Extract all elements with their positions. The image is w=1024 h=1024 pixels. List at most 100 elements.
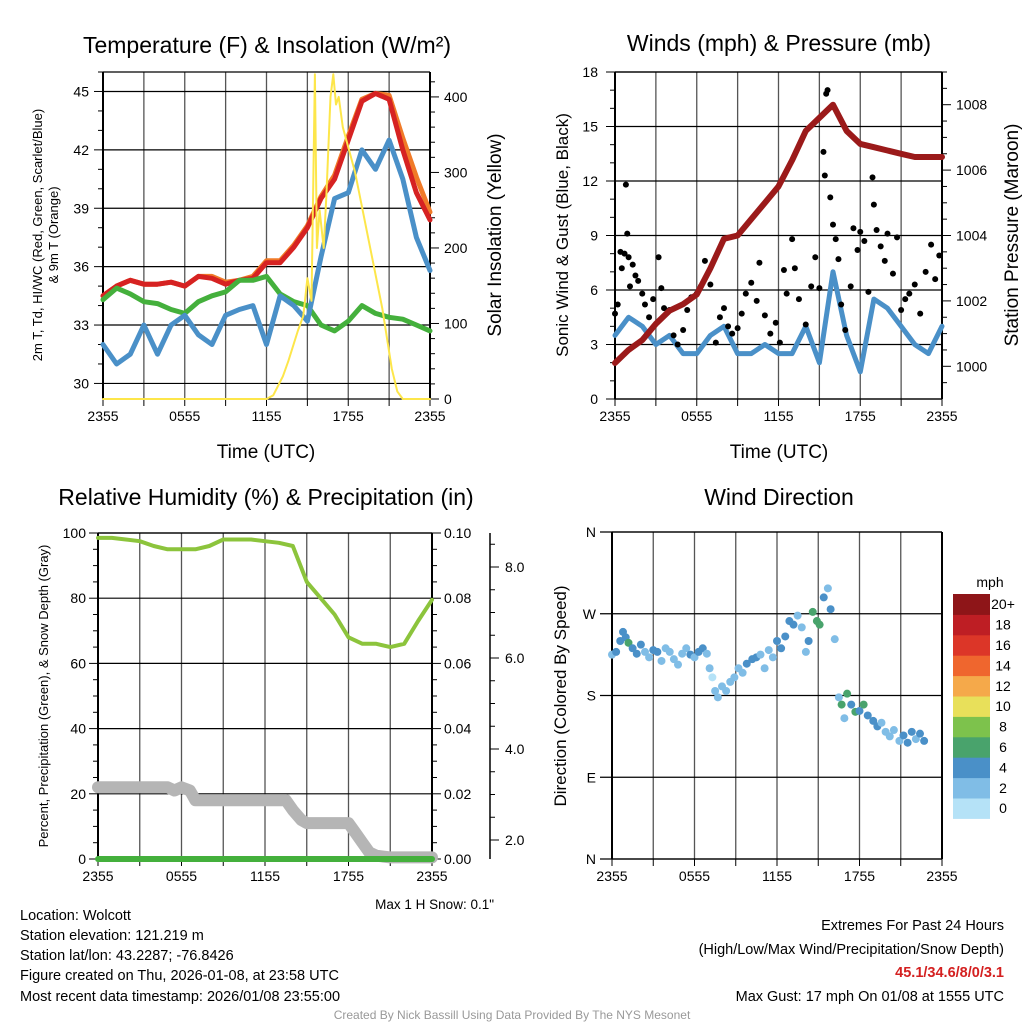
wind-direction-point	[760, 664, 769, 673]
colorbar-label: 14	[995, 657, 1011, 673]
gust-point	[761, 312, 768, 319]
gust-point	[808, 283, 815, 290]
wind-direction-point	[830, 635, 839, 644]
gust-point	[639, 290, 646, 297]
x-tick-label: 0555	[679, 868, 710, 884]
extremes-legend: (High/Low/Max Wind/Precipitation/Snow De…	[699, 942, 1004, 958]
gust-point	[795, 296, 802, 303]
wind-direction-point	[920, 736, 929, 745]
colorbar-bin	[953, 696, 990, 717]
wind-direction-point	[895, 736, 904, 745]
precip-tick-label: 0.10	[444, 525, 471, 541]
gust-point	[712, 339, 719, 346]
wind-direction-point	[855, 706, 864, 715]
gust-point	[870, 201, 877, 208]
x-tick-label: 2355	[596, 868, 627, 884]
y-right-tick-label: 0	[444, 391, 452, 407]
y-tick-label: 80	[70, 590, 86, 606]
y-right-tick-label: 1006	[956, 162, 987, 178]
wind-direction-point	[808, 607, 817, 616]
wind-direction-point	[843, 689, 852, 698]
gust-point	[865, 288, 872, 295]
wind-direction-point	[903, 738, 912, 747]
gust-point	[780, 267, 787, 274]
colorbar-label: 20+	[991, 596, 1015, 612]
rh-chart-title: Relative Humidity (%) & Precipitation (i…	[58, 484, 473, 510]
wind-direction-point	[705, 664, 714, 673]
gust-point	[680, 326, 687, 333]
station-pressure-line	[612, 101, 945, 366]
gust-point	[842, 326, 849, 333]
snow-tick-label: 4.0	[505, 741, 525, 757]
max-gust: Max Gust: 17 mph On 01/08 at 1555 UTC	[736, 989, 1004, 1005]
wind-direction-point	[678, 649, 687, 658]
wind-direction-point	[612, 647, 621, 656]
gust-point	[622, 181, 629, 188]
gust-point	[857, 228, 864, 235]
y-tick-label: 20	[70, 786, 86, 802]
colorbar-label: 4	[999, 759, 1007, 775]
wind-direction-point	[773, 637, 781, 645]
gust-point	[621, 250, 628, 257]
gust-point	[821, 172, 828, 179]
gust-point	[742, 290, 749, 297]
precip-tick-label: 0.02	[444, 786, 471, 802]
x-tick-label: 1155	[762, 868, 792, 884]
gust-point	[624, 230, 631, 237]
gust-point	[906, 290, 913, 297]
y-tick-label: 36	[73, 259, 89, 275]
wind-direction-point	[911, 735, 920, 744]
wind-direction-point	[711, 686, 720, 695]
wind-direction-point	[682, 644, 691, 653]
x-tick-label: 1755	[333, 408, 364, 424]
footer-recent: Most recent data timestamp: 2026/01/08 2…	[20, 989, 340, 1005]
gust-point	[641, 301, 648, 308]
wind-direction-point	[869, 716, 878, 725]
wind-direction-point	[847, 700, 856, 709]
gust-point	[625, 254, 632, 261]
wind-direction-point	[859, 700, 868, 709]
footer-created: Figure created on Thu, 2026-01-08, at 23…	[20, 968, 339, 984]
gust-point	[629, 261, 636, 268]
wind-direction-point	[768, 653, 777, 662]
precip-tick-label: 0.08	[444, 590, 471, 606]
wind-direction-point	[907, 727, 916, 736]
wind-direction-point	[916, 729, 924, 738]
wind-direction-point	[781, 632, 790, 641]
gust-point	[783, 290, 790, 297]
gust-point	[756, 259, 763, 266]
gust-point	[776, 339, 783, 346]
wind-x-label: Time (UTC)	[730, 442, 829, 463]
x-tick-label: 0555	[169, 408, 200, 424]
wind-direction-point	[730, 673, 739, 682]
colorbar-label: 18	[995, 617, 1011, 633]
rh-y-label: Percent, Precipitation (Green), & Snow D…	[36, 545, 51, 848]
gust-point	[655, 254, 662, 261]
y-tick-label: 9	[590, 228, 598, 244]
wind-direction-point	[804, 637, 813, 645]
relative-humidity-line	[96, 535, 434, 650]
wind-y-label: Sonic Wind & Gust (Blue, Black)	[553, 113, 572, 357]
temp-series-green	[100, 273, 433, 334]
wind-direction-point	[877, 718, 886, 727]
wind-direction-point	[669, 655, 678, 664]
wind-direction-point	[756, 650, 765, 659]
extremes-values: 45.1/34.6/8/0/3.1	[895, 965, 1004, 981]
gust-point	[767, 330, 774, 337]
x-tick-label: 2355	[82, 868, 113, 884]
colorbar-bin	[953, 777, 990, 799]
colorbar-bin	[953, 757, 990, 779]
y-tick-label: 40	[70, 721, 86, 737]
wind-direction-point	[863, 711, 872, 720]
colorbar-label: 10	[995, 698, 1011, 714]
wind-direction-point	[665, 647, 674, 656]
wind-direction-point	[840, 714, 849, 723]
colorbar-title: mph	[976, 574, 1003, 590]
gust-point	[738, 310, 745, 317]
wind-direction-point	[690, 653, 699, 662]
direction-tick-label: E	[587, 769, 596, 785]
wind-direction-point	[641, 647, 649, 656]
wind-direction-point	[628, 644, 637, 653]
y-tick-label: 18	[582, 64, 598, 80]
y-tick-label: 6	[590, 282, 598, 298]
